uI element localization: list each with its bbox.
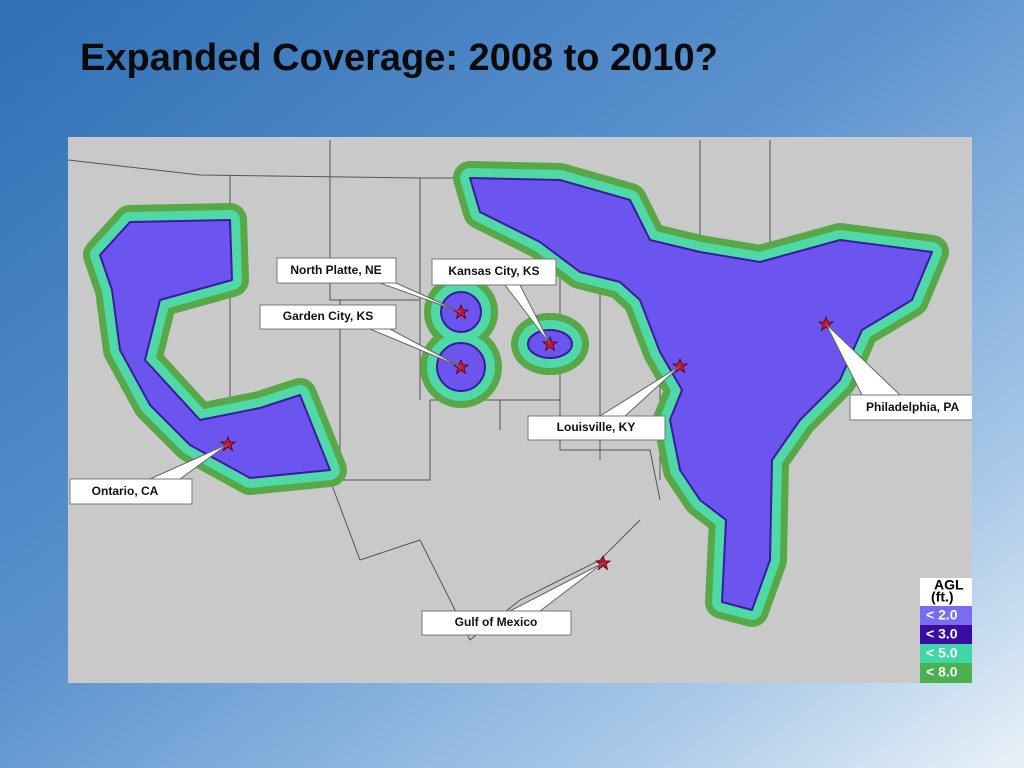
callout-box [276, 257, 397, 284]
callout-box [527, 415, 666, 441]
callout-box [849, 394, 972, 421]
legend-swatch [920, 625, 972, 644]
legend-label: < 3.0 [926, 626, 958, 642]
legend-label: < 5.0 [926, 645, 958, 661]
callout-box [431, 258, 557, 286]
callout-label: Kansas City, KS [448, 264, 539, 278]
slide-title: Expanded Coverage: 2008 to 2010? [80, 37, 718, 79]
legend-header [920, 578, 972, 606]
legend-title: AGL [934, 577, 964, 593]
legend-title: (ft.) [931, 589, 954, 605]
legend-swatch [920, 663, 972, 683]
callout-label: Philadelphia, PA [866, 400, 959, 414]
legend-label: < 8.0 [926, 664, 958, 680]
map: North Platte, NE Kansas City, KS Garden … [68, 137, 972, 683]
callout-box [421, 610, 572, 636]
legend-swatch [920, 606, 972, 625]
callout-boxes [69, 257, 972, 636]
callout-label: Gulf of Mexico [455, 615, 538, 629]
callout-box [69, 478, 193, 505]
callout-label: Garden City, KS [283, 309, 373, 323]
callout-label: Ontario, CA [92, 484, 159, 498]
callout-pointers [149, 282, 902, 612]
callout-box [259, 304, 397, 330]
callout-label: North Platte, NE [290, 263, 381, 277]
legend-swatch [920, 644, 972, 663]
legend: AGL (ft.) < 2.0 < 3.0 < 5.0 < 8.0 [920, 577, 972, 683]
callout-label: Louisville, KY [557, 420, 636, 434]
legend-label: < 2.0 [926, 607, 958, 623]
